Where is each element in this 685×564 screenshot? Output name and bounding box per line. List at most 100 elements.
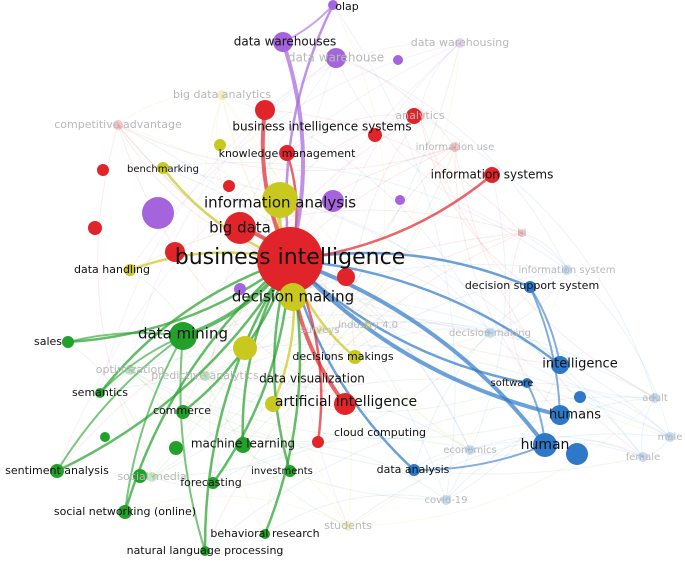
node-label: data warehouses [234,35,337,49]
faded-node-label: students [324,519,372,532]
node [224,212,256,244]
faded-node-label: surveys [301,325,340,336]
background-edge [317,146,456,443]
node [217,90,227,100]
background-edge [319,329,491,349]
node [638,452,648,462]
node [393,55,403,65]
node [255,100,275,120]
edge [203,259,292,552]
node-label: sales [34,335,62,348]
background-edge [56,232,523,472]
edge [179,335,206,552]
background-edge [419,115,656,399]
node-label: natural language processing [127,544,284,557]
background-edge [162,162,568,271]
node [406,108,422,124]
node-label: intelligence [542,357,617,372]
background-edge [129,343,671,438]
node [200,546,210,556]
background-edge [332,4,456,501]
background-edge [367,324,471,451]
background-edge [124,495,349,527]
node [562,265,572,275]
node [524,281,536,293]
node [395,195,405,205]
faded-node-label: bi [517,228,526,239]
node [50,464,64,478]
background-edge [521,232,568,271]
background-edge [129,369,447,501]
background-edge [469,435,644,458]
node [169,441,183,455]
node [315,325,325,335]
node-label: sentiment analysis [5,464,109,477]
background-edge [129,369,561,439]
background-edge [264,109,523,234]
background-edge [347,433,671,527]
node [124,264,136,276]
background-edge [264,494,447,535]
background-edge [151,146,456,478]
node-label: data analysis [377,463,450,476]
edge [289,258,561,366]
background-edge [204,375,528,413]
node [234,283,246,295]
node [133,469,147,483]
faded-node-label: data warehouse [288,51,384,65]
node [214,139,226,151]
node [100,432,110,442]
node [176,405,190,419]
background-edge [347,269,568,527]
background-edge [242,324,369,446]
node [334,393,356,415]
node [262,182,298,218]
background-edge [242,442,447,501]
background-edge [419,115,656,399]
node-label: human [521,437,570,453]
node-label: decision support system [465,279,599,292]
background-edge [182,411,349,527]
node [113,120,123,130]
background-edge [264,42,461,111]
background-edge [489,332,656,399]
node-label: business intelligence [175,245,406,270]
background-edge [99,378,471,451]
background-edge [272,378,671,438]
background-edge [332,4,386,326]
background-edge [445,397,656,501]
node-label: semantics [72,386,128,399]
background-edge [151,42,461,478]
background-edge [642,436,671,458]
edge [285,4,335,261]
background-edge [335,57,568,271]
background-edge [279,115,421,201]
node [235,437,251,453]
edge [56,259,292,473]
node [322,190,344,212]
node-label: decision making [232,288,354,306]
node-label: data handling [74,263,150,276]
node [279,283,307,311]
node [343,521,353,531]
background-edge [319,42,461,331]
background-edge [489,269,568,334]
node [273,32,293,52]
node-label: data visualization [259,372,365,386]
nodes [50,0,675,556]
node [233,336,257,360]
background-edge [212,269,568,484]
node [533,433,557,457]
node [165,242,185,262]
background-edge [67,341,153,478]
node [284,465,296,477]
node [169,322,197,350]
background-edge [354,328,491,358]
node-label: decisions makings [292,350,393,363]
edge [289,259,528,385]
background-edge [347,397,656,527]
node [363,320,373,330]
faded-node-label: analytics [395,109,444,122]
background-edge [319,321,656,399]
node [485,328,495,338]
